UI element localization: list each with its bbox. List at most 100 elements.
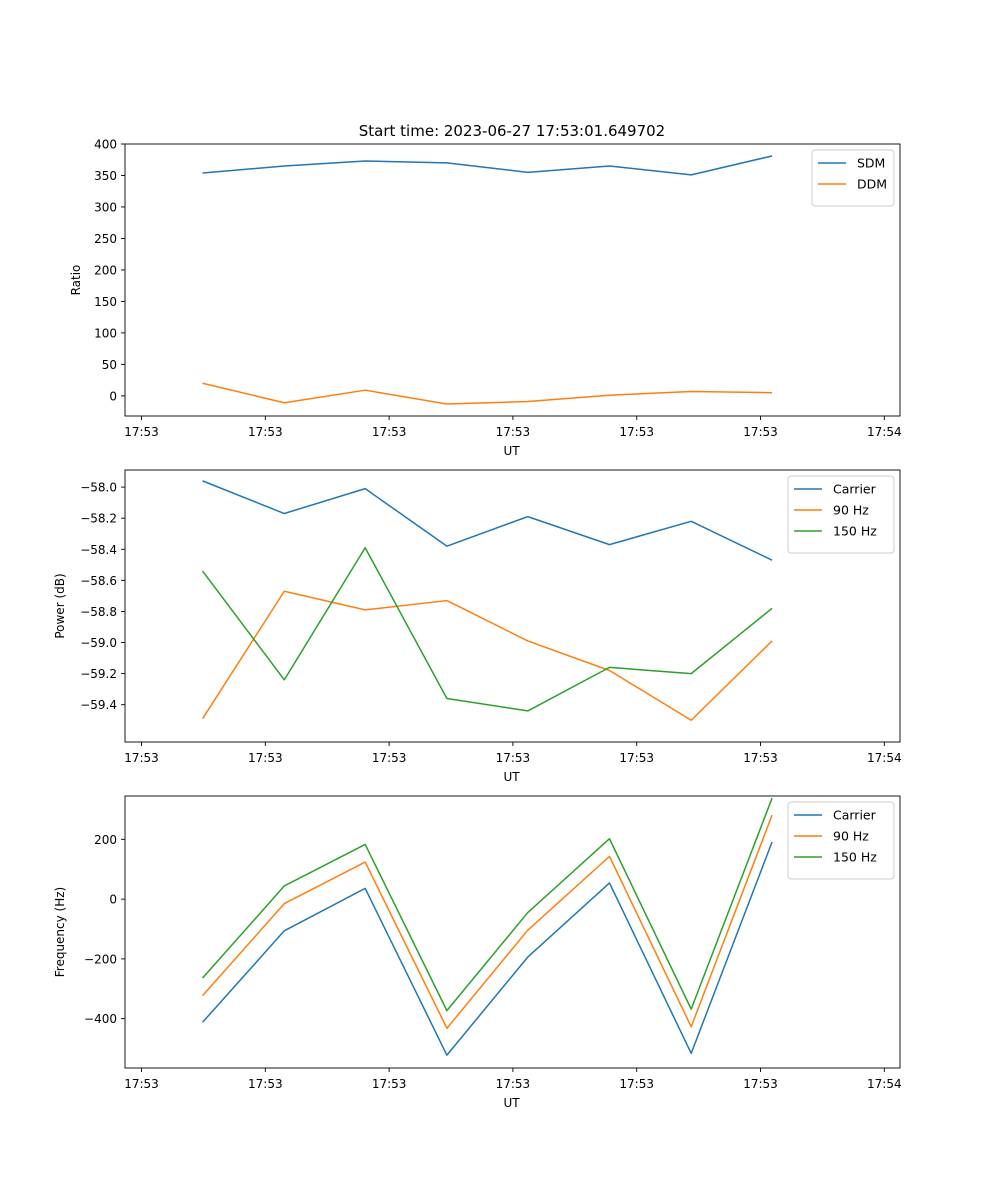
y-tick-label: −59.0 — [80, 636, 117, 650]
data-point — [445, 696, 449, 700]
data-point — [770, 813, 774, 817]
data-point — [526, 639, 530, 643]
y-tick-label: −58.6 — [80, 574, 117, 588]
x-tick-label: 17:54 — [867, 425, 902, 439]
data-point — [526, 709, 530, 713]
data-point — [445, 544, 449, 548]
series-line-ddm — [202, 382, 773, 405]
data-point — [770, 154, 774, 158]
data-point — [282, 589, 286, 593]
data-point — [770, 840, 774, 844]
data-point — [282, 512, 286, 516]
data-point — [689, 672, 693, 676]
data-point — [282, 929, 286, 933]
y-tick-label: 350 — [94, 169, 117, 183]
y-tick-label: 0 — [109, 389, 117, 403]
x-tick-label: 17:53 — [496, 425, 531, 439]
legend-label: 90 Hz — [833, 829, 869, 844]
data-point — [282, 678, 286, 682]
x-tick-label: 17:53 — [619, 1077, 654, 1091]
data-point — [363, 886, 367, 890]
data-point — [445, 402, 449, 406]
legend: Carrier 90 Hz 150 Hz — [787, 801, 895, 880]
series-line-carrier — [202, 841, 773, 1056]
x-tick-label: 17:53 — [248, 425, 283, 439]
x-tick-label: 17:53 — [496, 751, 531, 765]
plot-area — [201, 797, 774, 1057]
x-tick-label: 17:53 — [124, 751, 159, 765]
data-point — [282, 902, 286, 906]
legend-label: DDM — [857, 177, 887, 192]
x-tick-label: 17:54 — [867, 751, 902, 765]
axes-frame — [124, 143, 901, 417]
data-point — [201, 171, 205, 175]
data-point — [282, 884, 286, 888]
legend-label: 90 Hz — [833, 503, 869, 518]
y-tick-label: 100 — [94, 326, 117, 340]
data-point — [607, 164, 611, 168]
data-point — [689, 1025, 693, 1029]
x-tick-label: 17:53 — [743, 751, 778, 765]
data-point — [607, 393, 611, 397]
series-line-150-hz — [202, 797, 773, 1012]
y-tick-label: −59.4 — [80, 698, 117, 712]
legend: SDM DDM — [811, 149, 895, 207]
y-tick-label: 0 — [109, 893, 117, 907]
x-tick-label: 17:53 — [124, 1077, 159, 1091]
data-point — [770, 391, 774, 395]
x-tick-label: 17:53 — [743, 425, 778, 439]
y-axis-label: Frequency (Hz) — [53, 887, 67, 978]
data-point — [363, 860, 367, 864]
x-tick-label: 17:53 — [743, 1077, 778, 1091]
data-point — [689, 718, 693, 722]
y-tick-label: −58.8 — [80, 605, 117, 619]
legend-label: SDM — [857, 156, 885, 171]
data-point — [201, 381, 205, 385]
data-point — [282, 401, 286, 405]
legend-label: Carrier — [833, 482, 877, 497]
data-point — [363, 487, 367, 491]
legend-box — [787, 475, 895, 554]
data-point — [526, 170, 530, 174]
plot-area — [201, 479, 774, 722]
data-point — [445, 161, 449, 165]
y-tick-label: −59.2 — [80, 667, 117, 681]
data-point — [607, 881, 611, 885]
data-point — [689, 1051, 693, 1055]
data-point — [526, 911, 530, 915]
data-point — [363, 842, 367, 846]
data-point — [201, 994, 205, 998]
series-line-carrier — [202, 480, 773, 561]
x-tick-label: 17:53 — [372, 751, 407, 765]
data-point — [445, 1026, 449, 1030]
x-tick-label: 17:53 — [124, 425, 159, 439]
data-point — [607, 665, 611, 669]
y-tick-label: 50 — [102, 358, 117, 372]
data-point — [607, 543, 611, 547]
legend-label: Carrier — [833, 808, 877, 823]
data-point — [445, 1053, 449, 1057]
figure-title: Start time: 2023-06-27 17:53:01.649702 — [359, 122, 665, 140]
data-point — [445, 599, 449, 603]
data-point — [607, 854, 611, 858]
x-axis-label: UT — [503, 444, 520, 458]
x-axis-label: UT — [503, 1096, 520, 1110]
data-point — [689, 519, 693, 523]
legend-label: 150 Hz — [833, 524, 877, 539]
x-tick-label: 17:53 — [372, 425, 407, 439]
y-tick-label: −58.2 — [80, 512, 117, 526]
data-point — [201, 569, 205, 573]
y-axis-label: Power (dB) — [53, 573, 67, 638]
data-point — [526, 400, 530, 404]
x-tick-label: 17:53 — [248, 1077, 283, 1091]
y-tick-label: 150 — [94, 295, 117, 309]
y-tick-label: −200 — [84, 952, 117, 966]
data-point — [201, 479, 205, 483]
data-point — [770, 558, 774, 562]
x-tick-label: 17:54 — [867, 1077, 902, 1091]
data-point — [689, 173, 693, 177]
series-line-90-hz — [202, 814, 773, 1029]
y-axis-label: Ratio — [69, 265, 83, 296]
y-tick-label: 250 — [94, 232, 117, 246]
